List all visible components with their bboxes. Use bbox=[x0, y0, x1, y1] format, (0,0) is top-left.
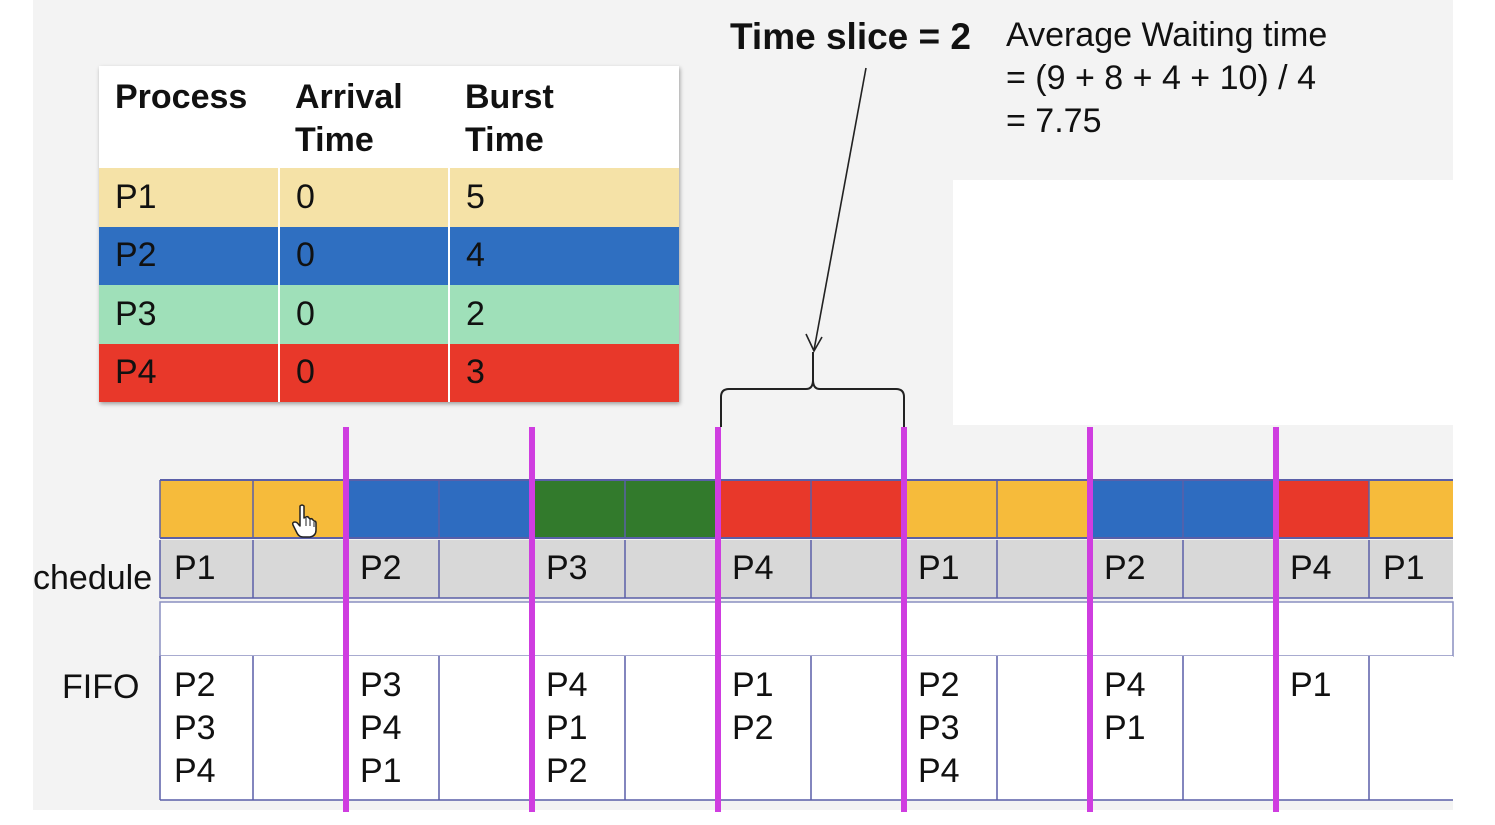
fifo-queue-entry: P2 bbox=[732, 709, 774, 747]
table-row: P4 0 3 bbox=[99, 343, 679, 402]
fifo-queue-entry: P1 bbox=[732, 666, 774, 704]
header-arrival-time: Arrival Time bbox=[295, 78, 403, 159]
unit-block-p4 bbox=[811, 480, 904, 538]
brace-arrow-line bbox=[813, 67, 867, 351]
arrival-cell: 0 bbox=[279, 343, 450, 402]
fifo-queue-entry: P4 bbox=[174, 752, 216, 790]
fifo-queue-entry: P2 bbox=[546, 752, 588, 790]
average-waiting-time: Average Waiting time = (9 + 8 + 4 + 10) … bbox=[1006, 14, 1327, 143]
average-waiting-line: = (9 + 8 + 4 + 10) / 4 bbox=[1006, 59, 1316, 97]
schedule-cell-label: P3 bbox=[546, 549, 588, 587]
fifo-queue-entry: P1 bbox=[1104, 709, 1146, 747]
unit-block-p2 bbox=[439, 480, 532, 538]
fifo-queue-entry: P3 bbox=[174, 709, 216, 747]
process-table: Process Arrival Time Burst Time P1 0 5 P… bbox=[99, 66, 679, 402]
process-cell: P2 bbox=[99, 226, 280, 285]
hand-pointer-icon bbox=[292, 504, 317, 538]
brace-shape bbox=[720, 352, 905, 427]
fifo-queue-entry: P1 bbox=[1290, 666, 1332, 704]
unit-block-p1 bbox=[160, 480, 253, 538]
schedule-row-background bbox=[160, 540, 1453, 598]
table-header-row: Process Arrival Time Burst Time bbox=[99, 66, 679, 168]
white-patch bbox=[953, 180, 1453, 425]
fifo-queue-entry: P4 bbox=[360, 709, 402, 747]
unit-block-p4 bbox=[718, 480, 811, 538]
schedule-cell-label: P4 bbox=[1290, 549, 1332, 587]
schedule-row bbox=[159, 540, 1453, 599]
arrival-cell: 0 bbox=[279, 285, 450, 344]
table-row: P3 0 2 bbox=[99, 285, 679, 344]
average-waiting-line: = 7.75 bbox=[1006, 102, 1102, 140]
average-waiting-line: Average Waiting time bbox=[1006, 16, 1328, 54]
unit-block-p3 bbox=[625, 480, 718, 538]
unit-block-p2 bbox=[1183, 480, 1276, 538]
schedule-cell-label: P4 bbox=[732, 549, 774, 587]
header-burst-time: Burst Time bbox=[465, 78, 554, 159]
fifo-queue-entry: P4 bbox=[918, 752, 960, 790]
unit-block-p1 bbox=[904, 480, 997, 538]
table-row: P1 0 5 bbox=[99, 168, 679, 227]
fifo-queue-entry: P4 bbox=[1104, 666, 1146, 704]
header-process: Process bbox=[115, 78, 248, 116]
burst-cell: 4 bbox=[449, 226, 679, 285]
unit-block-p1 bbox=[1369, 480, 1453, 538]
schedule-cell-label: P1 bbox=[1383, 549, 1425, 587]
fifo-queue-entry: P3 bbox=[360, 666, 402, 704]
gantt-color-bar bbox=[159, 479, 1453, 539]
burst-cell: 3 bbox=[449, 343, 679, 402]
fifo-background bbox=[160, 656, 1453, 800]
empty-row-box bbox=[159, 601, 1454, 657]
arrival-cell: 0 bbox=[279, 226, 450, 285]
fifo-queue-entry: P1 bbox=[546, 709, 588, 747]
unit-block-p4 bbox=[1276, 480, 1369, 538]
time-slice-brace bbox=[720, 67, 905, 427]
fifo-queue-entry: P3 bbox=[918, 709, 960, 747]
burst-cell: 2 bbox=[449, 285, 679, 344]
fifo-queue-entry: P2 bbox=[918, 666, 960, 704]
process-cell: P1 bbox=[99, 168, 280, 227]
arrow-head bbox=[805, 333, 823, 353]
arrival-cell: 0 bbox=[279, 168, 450, 227]
fifo-grid bbox=[159, 656, 1453, 801]
table-row: P2 0 4 bbox=[99, 226, 679, 285]
schedule-cell-label: P1 bbox=[918, 549, 960, 587]
process-cell: P3 bbox=[99, 285, 280, 344]
slice-dividers bbox=[343, 427, 1279, 812]
schedule-row-label: chedule bbox=[33, 559, 153, 597]
unit-block-p2 bbox=[346, 480, 439, 538]
schedule-cell-label: P2 bbox=[360, 549, 402, 587]
empty-row bbox=[159, 601, 1454, 657]
process-cell: P4 bbox=[99, 343, 280, 402]
unit-block-p3 bbox=[532, 480, 625, 538]
fifo-queue-entry: P2 bbox=[174, 666, 216, 704]
bottom-strip bbox=[33, 810, 1453, 825]
fifo-queue-entry: P4 bbox=[546, 666, 588, 704]
time-slice-label: Time slice = 2 bbox=[730, 16, 972, 57]
fifo-queue-entry: P1 bbox=[360, 752, 402, 790]
schedule-cell-label: P1 bbox=[174, 549, 216, 587]
burst-cell: 5 bbox=[449, 168, 679, 227]
fifo-row-label: FIFO bbox=[62, 668, 140, 706]
schedule-cell-label: P2 bbox=[1104, 549, 1146, 587]
unit-block-p1 bbox=[997, 480, 1090, 538]
unit-block-p2 bbox=[1090, 480, 1183, 538]
